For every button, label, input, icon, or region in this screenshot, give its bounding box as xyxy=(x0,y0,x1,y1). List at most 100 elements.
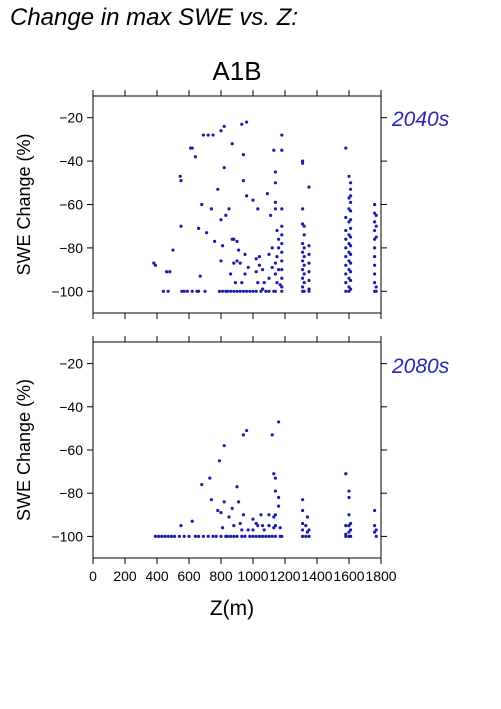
panel-2080s-ytick-label-0: −20 xyxy=(59,356,83,372)
panel-2040s-point-21 xyxy=(200,202,204,207)
panel-2040s-point-95 xyxy=(273,261,277,265)
panel-2080s-point-18 xyxy=(209,498,213,502)
panel-2080s-point-88 xyxy=(307,534,311,539)
panel-2080s-point-105 xyxy=(374,528,378,532)
panel-2080s-point-48 xyxy=(251,528,255,532)
panel-2080s-point-89 xyxy=(344,472,348,476)
panel-2080s-ytick-label-4: −100 xyxy=(51,528,83,544)
panel-2040s-point-63 xyxy=(245,120,249,124)
panel-2040s-point-146 xyxy=(344,228,348,233)
panel-2040s-point-145 xyxy=(344,215,348,220)
panel-2040s-point-4 xyxy=(166,289,170,293)
panel-2080s-point-6 xyxy=(173,534,177,539)
panel-2080s-point-74 xyxy=(277,504,281,508)
panel-2040s-point-20 xyxy=(198,274,202,278)
panel-2040s-point-103 xyxy=(277,268,281,272)
panel-2080s-point-64 xyxy=(272,472,276,476)
panel-2040s-ytick-label-0: −20 xyxy=(59,110,83,126)
panel-2040s-point-119 xyxy=(301,207,305,211)
panel-2080s-point-31 xyxy=(229,534,233,539)
panel-2040s-point-135 xyxy=(302,289,306,293)
panel-2040s-ylabel: SWE Change (%) xyxy=(14,133,34,275)
panel-2080s-point-41 xyxy=(241,433,245,437)
panel-2080s-point-75 xyxy=(278,526,282,530)
panel-2040s-point-44 xyxy=(230,142,234,146)
panel-2040s-point-151 xyxy=(344,272,348,276)
panel-2080s-point-49 xyxy=(251,534,255,539)
panel-2040s-point-41 xyxy=(227,207,231,211)
panel-2040s-point-54 xyxy=(238,261,242,265)
panel-2040s-point-87 xyxy=(270,246,274,250)
panel-2080s-point-61 xyxy=(267,534,271,539)
panel-2040s-ytick-label-4: −100 xyxy=(51,283,83,299)
panel-2040s-point-100 xyxy=(275,281,279,285)
panel-2080s-point-22 xyxy=(217,459,221,463)
panel-2040s-point-115 xyxy=(280,285,284,289)
panel-2080s-point-44 xyxy=(245,428,249,433)
panel-2040s-point-182 xyxy=(373,220,377,224)
panel-2040s-point-174 xyxy=(349,244,353,248)
panel-2080s-point-85 xyxy=(305,515,309,519)
panel-2080s-point-90 xyxy=(344,524,348,528)
panel-2080s-point-103 xyxy=(373,524,377,528)
panel-2040s-point-193 xyxy=(374,235,378,239)
panel-2080s-point-2 xyxy=(160,534,164,539)
panel-2080s-point-46 xyxy=(248,534,252,539)
panel-2080s-xtick-label-7: 1400 xyxy=(301,568,332,584)
panel-2080s-xtick-label-9: 1800 xyxy=(365,568,396,584)
panel-2040s-point-32 xyxy=(219,218,223,222)
panel-2080s-xtick-label-3: 600 xyxy=(177,568,201,584)
panel-2040s-point-6 xyxy=(171,248,175,252)
panel-2040s-point-111 xyxy=(280,250,284,254)
panel-2040s-point-176 xyxy=(349,261,353,265)
panel-2040s-point-123 xyxy=(301,259,305,263)
panel-2080s-point-47 xyxy=(251,517,255,521)
panel-2040s-point-1 xyxy=(153,263,157,267)
panel-2040s-point-56 xyxy=(240,122,244,126)
panel-2080s-point-10 xyxy=(187,534,191,539)
panel-2040s-point-52 xyxy=(235,289,239,293)
panel-2040s-point-177 xyxy=(349,270,353,274)
panel-2080s-point-58 xyxy=(264,534,268,539)
panel-2040s-point-74 xyxy=(256,281,260,285)
panel-2040s-point-98 xyxy=(275,228,279,233)
panel-2080s-point-30 xyxy=(227,515,231,519)
panel-2080s-xtick-label-1: 200 xyxy=(113,568,137,584)
panel-2080s-point-39 xyxy=(240,528,244,532)
panel-2040s-point-25 xyxy=(206,133,210,137)
panel-2040s-point-124 xyxy=(301,268,305,272)
panel-2040s-point-173 xyxy=(349,235,353,239)
panel-2040s-point-168 xyxy=(349,194,353,198)
panel-2040s-ytick-label-2: −60 xyxy=(59,197,83,213)
panel-2040s-point-194 xyxy=(374,285,378,289)
panel-2040s-frame xyxy=(92,95,382,314)
panel-2040s-point-91 xyxy=(273,170,277,174)
panel-2080s-point-45 xyxy=(246,528,250,532)
panel-2080s-point-87 xyxy=(307,528,311,532)
panel-2040s-point-76 xyxy=(257,263,261,267)
panel-2080s-point-42 xyxy=(241,513,245,517)
panel-2040s-point-108 xyxy=(280,224,284,228)
panel-2080s-ytick-label-1: −40 xyxy=(59,399,83,415)
panel-2080s-point-11 xyxy=(190,519,194,523)
panel-2080s-point-37 xyxy=(237,500,241,504)
panel-2080s-ytick-label-3: −80 xyxy=(59,485,83,501)
panel-2080s-point-67 xyxy=(273,476,277,480)
panel-2040s-point-30 xyxy=(217,289,221,293)
panel-2080s-point-84 xyxy=(304,534,308,539)
panel-2040s-point-166 xyxy=(349,181,353,185)
panel-2040s-point-8 xyxy=(179,179,183,183)
panel-2080s-point-63 xyxy=(270,534,274,539)
panel-2080s-point-16 xyxy=(206,534,210,539)
panel-2040s-point-191 xyxy=(374,213,378,217)
panel-2040s-point-57 xyxy=(240,281,244,285)
panel-2040s-point-126 xyxy=(301,285,305,289)
panel-2040s-point-137 xyxy=(307,244,311,248)
panel-2080s-point-54 xyxy=(259,513,263,517)
panel-2040s-point-40 xyxy=(225,289,229,293)
panel-2080s-point-7 xyxy=(177,534,181,539)
panel-2080s-xtick-label-4: 800 xyxy=(209,568,233,584)
panel-2080s-point-56 xyxy=(261,534,265,539)
panel-2040s-point-136 xyxy=(307,185,311,189)
